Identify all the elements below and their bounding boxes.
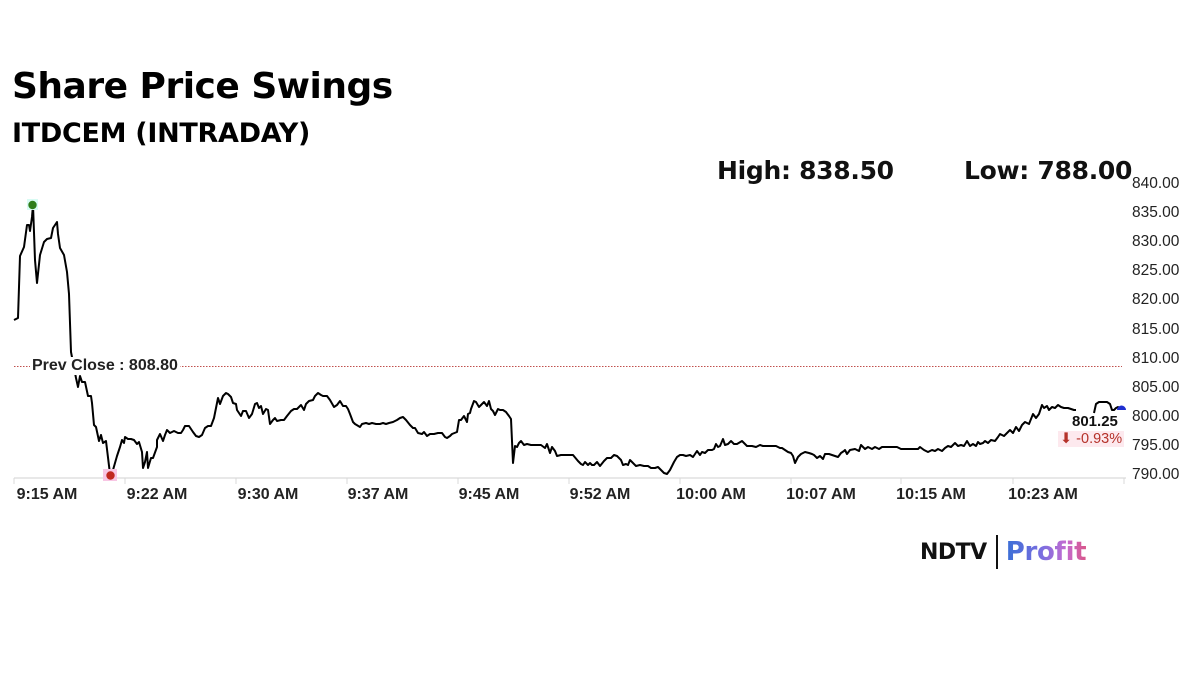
y-tick-835: 835.00 (1132, 204, 1180, 221)
price-line-tail (1093, 401, 1121, 414)
x-tick-0915: 9:15 AM (16, 486, 78, 503)
logo-divider (995, 535, 998, 569)
ndtv-profit-logo: NDTV Profit (920, 535, 1087, 569)
x-tick-0922: 9:22 AM (126, 486, 188, 503)
y-tick-805: 805.00 (1132, 379, 1180, 396)
y-tick-830: 830.00 (1132, 233, 1180, 250)
low-marker (106, 471, 115, 480)
x-tick-1000: 10:00 AM (676, 486, 746, 503)
last-price-marker (1117, 405, 1126, 410)
x-tick-1015: 10:15 AM (896, 486, 966, 503)
x-tick-1007: 10:07 AM (786, 486, 856, 503)
high-marker (28, 200, 37, 210)
prev-close-label: Prev Close : 808.80 (30, 357, 180, 375)
x-axis-ticks (13, 478, 1125, 484)
y-tick-790: 790.00 (1132, 466, 1180, 483)
x-tick-0945: 9:45 AM (458, 486, 520, 503)
y-tick-815: 815.00 (1132, 321, 1180, 338)
y-tick-810: 810.00 (1132, 350, 1180, 367)
y-tick-840: 840.00 (1132, 175, 1180, 192)
logo-product: Profit (1005, 537, 1087, 567)
chart-title: Share Price Swings (12, 66, 393, 107)
y-tick-820: 820.00 (1132, 291, 1180, 308)
y-tick-800: 800.00 (1132, 408, 1180, 425)
y-tick-825: 825.00 (1132, 262, 1180, 279)
chart-subtitle: ITDCEM (INTRADAY) (12, 118, 311, 149)
last-price-label: 801.25 (1072, 413, 1118, 430)
x-tick-0937: 9:37 AM (347, 486, 409, 503)
logo-brand: NDTV (920, 539, 987, 565)
day-high-label: High: 838.50 (717, 156, 894, 185)
day-low-label: Low: 788.00 (964, 156, 1133, 185)
x-tick-1023: 10:23 AM (1008, 486, 1078, 503)
x-tick-0930: 9:30 AM (237, 486, 299, 503)
x-tick-0952: 9:52 AM (569, 486, 631, 503)
change-percent-badge: ⬇ -0.93% (1058, 431, 1125, 447)
price-line (13, 204, 1076, 475)
y-tick-795: 795.00 (1132, 437, 1180, 454)
